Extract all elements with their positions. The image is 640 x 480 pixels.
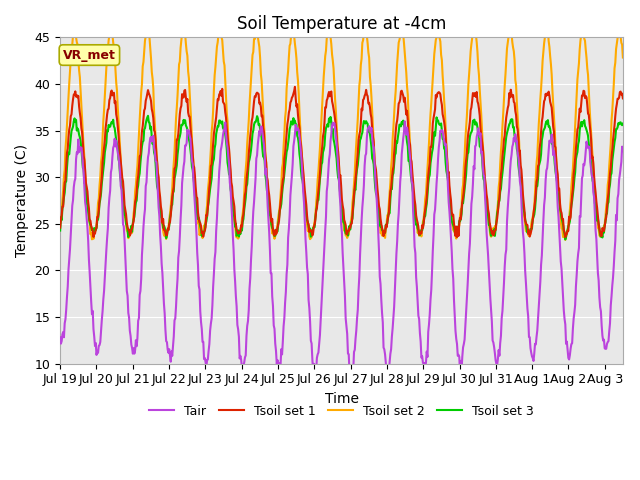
Legend: Tair, Tsoil set 1, Tsoil set 2, Tsoil set 3: Tair, Tsoil set 1, Tsoil set 2, Tsoil se… — [144, 400, 539, 423]
Title: Soil Temperature at -4cm: Soil Temperature at -4cm — [237, 15, 446, 33]
Y-axis label: Temperature (C): Temperature (C) — [15, 144, 29, 257]
Text: VR_met: VR_met — [63, 48, 116, 61]
X-axis label: Time: Time — [324, 392, 358, 406]
